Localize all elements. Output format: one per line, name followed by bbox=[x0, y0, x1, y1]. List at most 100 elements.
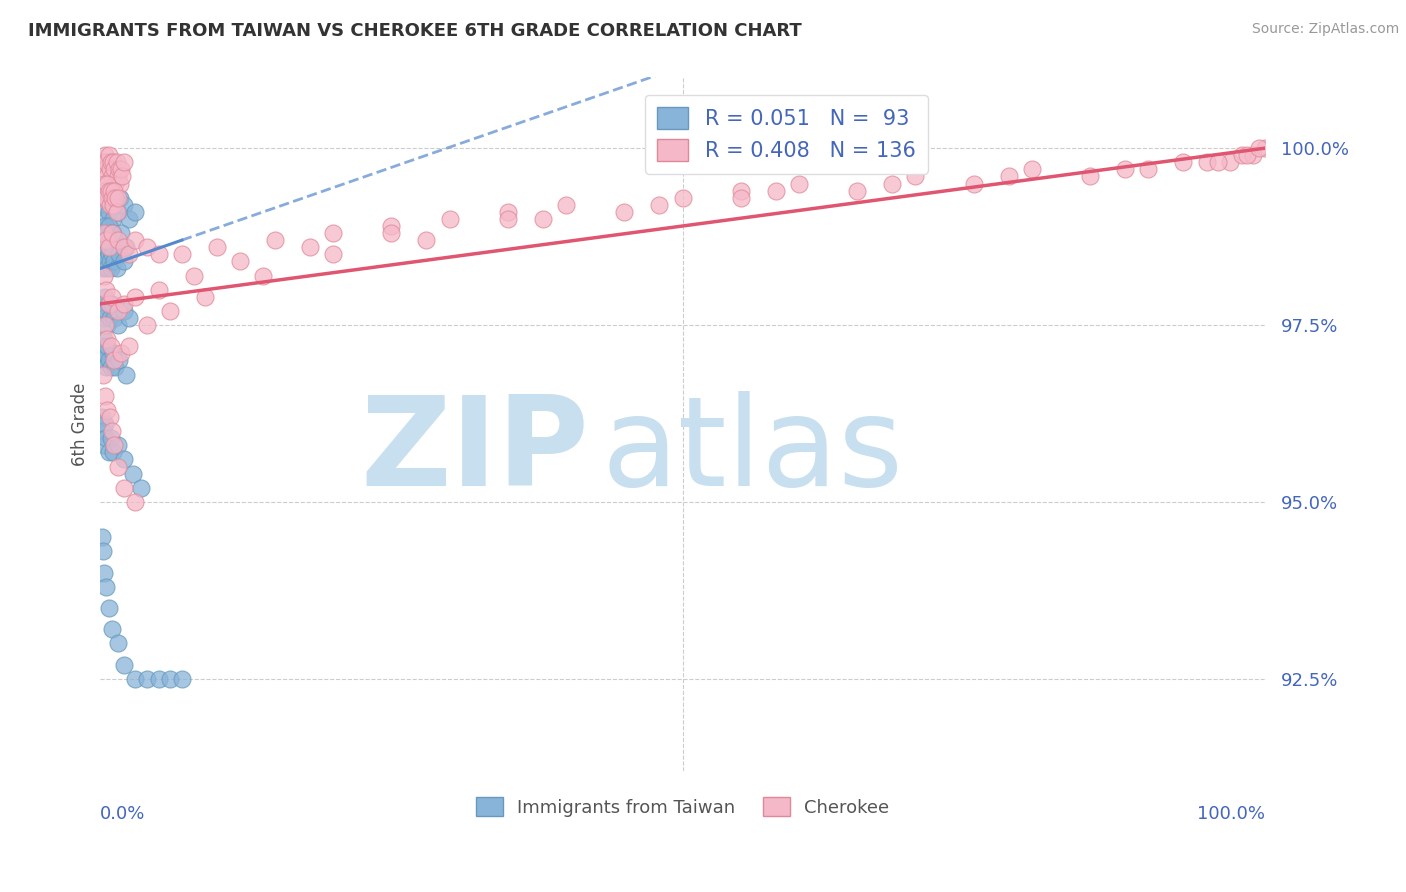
Point bbox=[96, 403, 118, 417]
Point bbox=[997, 169, 1019, 184]
Point bbox=[439, 211, 461, 226]
Point bbox=[94, 318, 117, 332]
Point bbox=[148, 247, 170, 261]
Point bbox=[765, 184, 787, 198]
Point bbox=[104, 177, 127, 191]
Point bbox=[1241, 148, 1264, 162]
Point bbox=[98, 162, 121, 177]
Point bbox=[124, 233, 146, 247]
Point bbox=[93, 566, 115, 580]
Point bbox=[380, 219, 402, 233]
Point bbox=[90, 339, 112, 353]
Point bbox=[124, 672, 146, 686]
Point bbox=[159, 672, 181, 686]
Point bbox=[96, 580, 118, 594]
Point bbox=[101, 169, 124, 184]
Point bbox=[105, 155, 128, 169]
Point bbox=[108, 162, 131, 177]
Point bbox=[108, 247, 131, 261]
Point bbox=[104, 360, 127, 375]
Point bbox=[159, 304, 181, 318]
Text: 0.0%: 0.0% bbox=[100, 805, 146, 823]
Point bbox=[101, 297, 124, 311]
Point bbox=[100, 155, 122, 169]
Point bbox=[94, 417, 117, 431]
Point bbox=[97, 445, 120, 459]
Point bbox=[730, 191, 752, 205]
Point bbox=[96, 191, 118, 205]
Point bbox=[118, 310, 141, 325]
Point bbox=[93, 226, 115, 240]
Point bbox=[115, 368, 138, 382]
Point bbox=[90, 409, 112, 424]
Point bbox=[136, 318, 159, 332]
Point bbox=[124, 495, 146, 509]
Point bbox=[97, 297, 120, 311]
Point bbox=[93, 268, 115, 283]
Point bbox=[101, 211, 124, 226]
Point bbox=[1247, 141, 1270, 155]
Point bbox=[96, 226, 118, 240]
Point bbox=[904, 169, 927, 184]
Point bbox=[96, 191, 118, 205]
Point bbox=[115, 240, 138, 254]
Point bbox=[97, 240, 120, 254]
Point bbox=[107, 318, 129, 332]
Point bbox=[100, 261, 122, 276]
Point bbox=[100, 184, 122, 198]
Point bbox=[94, 290, 117, 304]
Point bbox=[110, 226, 132, 240]
Text: ZIP: ZIP bbox=[361, 392, 589, 512]
Point bbox=[97, 148, 120, 162]
Point bbox=[94, 184, 117, 198]
Text: IMMIGRANTS FROM TAIWAN VS CHEROKEE 6TH GRADE CORRELATION CHART: IMMIGRANTS FROM TAIWAN VS CHEROKEE 6TH G… bbox=[28, 22, 801, 40]
Point bbox=[112, 297, 135, 311]
Point bbox=[108, 177, 131, 191]
Y-axis label: 6th Grade: 6th Grade bbox=[72, 383, 89, 466]
Text: Source: ZipAtlas.com: Source: ZipAtlas.com bbox=[1251, 22, 1399, 37]
Point bbox=[124, 290, 146, 304]
Point bbox=[101, 240, 124, 254]
Point bbox=[91, 353, 114, 368]
Point bbox=[496, 211, 519, 226]
Point bbox=[1230, 148, 1253, 162]
Point bbox=[252, 268, 274, 283]
Point bbox=[103, 310, 125, 325]
Point bbox=[112, 657, 135, 672]
Point bbox=[103, 438, 125, 452]
Point bbox=[104, 191, 127, 205]
Point bbox=[96, 283, 118, 297]
Point bbox=[91, 191, 114, 205]
Point bbox=[531, 211, 554, 226]
Point bbox=[97, 184, 120, 198]
Point bbox=[112, 481, 135, 495]
Point bbox=[110, 162, 132, 177]
Point bbox=[183, 268, 205, 283]
Point bbox=[882, 177, 904, 191]
Point bbox=[112, 198, 135, 212]
Point bbox=[100, 431, 122, 445]
Point bbox=[298, 240, 321, 254]
Point bbox=[148, 283, 170, 297]
Point bbox=[96, 155, 118, 169]
Point bbox=[322, 226, 344, 240]
Point bbox=[124, 204, 146, 219]
Point bbox=[671, 191, 693, 205]
Point bbox=[98, 233, 121, 247]
Point bbox=[1173, 155, 1195, 169]
Point bbox=[380, 226, 402, 240]
Point bbox=[112, 254, 135, 268]
Point bbox=[846, 184, 869, 198]
Point bbox=[101, 191, 124, 205]
Point bbox=[118, 339, 141, 353]
Point bbox=[96, 233, 118, 247]
Point bbox=[101, 346, 124, 360]
Point bbox=[112, 452, 135, 467]
Point bbox=[93, 198, 115, 212]
Point bbox=[1137, 162, 1160, 177]
Point bbox=[96, 304, 118, 318]
Point bbox=[98, 198, 121, 212]
Point bbox=[107, 204, 129, 219]
Point bbox=[194, 290, 217, 304]
Point bbox=[496, 204, 519, 219]
